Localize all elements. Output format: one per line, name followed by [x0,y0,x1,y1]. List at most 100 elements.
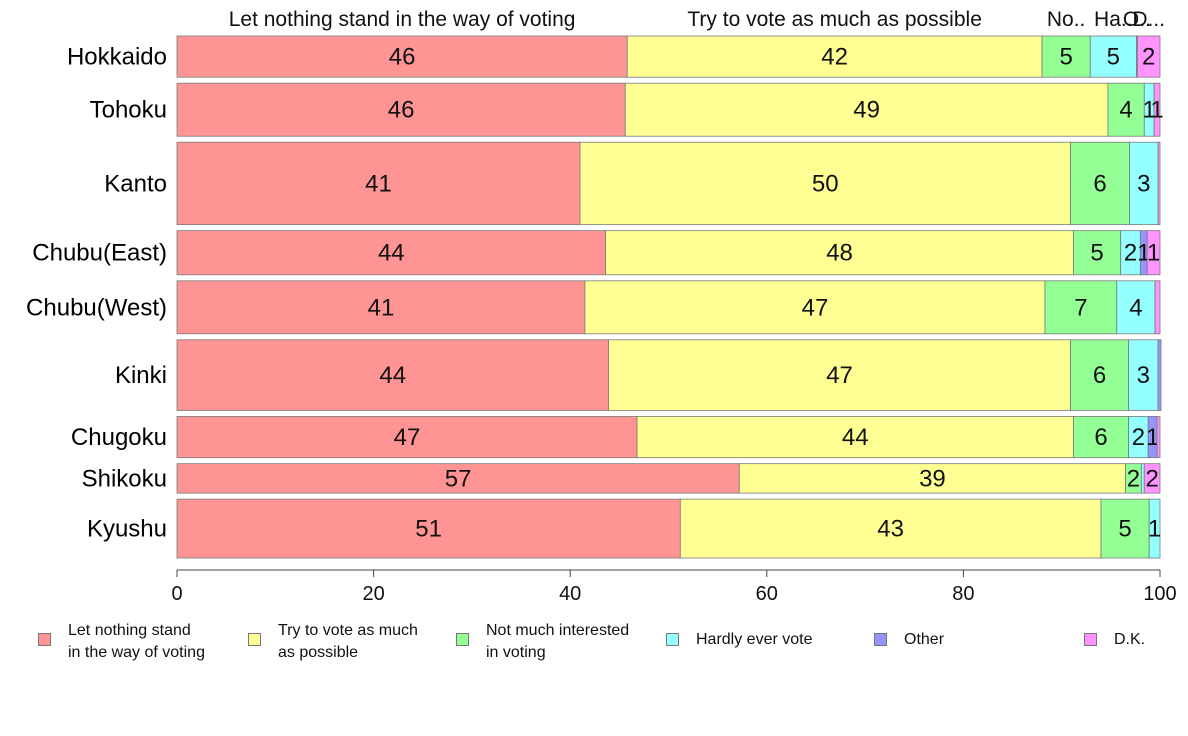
bar-segment [1116,280,1156,335]
legend-item: Not much interested in voting [456,620,629,664]
chart-row: Kyushu 51 43 5 1 [87,498,1161,559]
data-label: 2 [1132,424,1145,451]
chart-row: Tohoku 46 49 4 11 [90,82,1164,137]
column-header: Try to vote as much as possible [687,8,982,31]
data-label: 57 [445,465,472,492]
legend-label: Other [904,631,945,648]
bar-segment [176,463,740,494]
bar-segment [1070,339,1129,411]
column-header: O.. [1123,8,1151,31]
bar-segment [679,498,1102,559]
legend-swatch [666,633,679,646]
bar-segment [176,230,606,276]
bar-segment [1073,416,1129,459]
category-label: Chubu(West) [26,294,167,321]
bar-segment [176,416,638,459]
bar-segment [1143,463,1161,494]
data-label: 3 [1137,170,1150,197]
category-label: Hokkaido [67,44,167,71]
data-label: 5 [1107,44,1120,71]
legend-label: Try to vote as much as possible [278,622,418,661]
bar-segment [1129,141,1159,226]
data-label: 5 [1059,44,1072,71]
data-label: 4 [1119,97,1132,124]
data-label: 1 [1143,97,1156,124]
data-label: 5 [1118,516,1131,543]
data-label: 6 [1093,170,1106,197]
data-label: 3 [1137,362,1150,389]
bar-segment [1044,280,1118,335]
data-label: 6 [1094,424,1107,451]
x-tick-label: 60 [756,583,778,605]
x-tick-label: 0 [171,583,182,605]
chart-row: Chugoku 47 44 6 2 1 [71,416,1161,459]
bar-segment [176,35,628,78]
data-label: 1 [1150,97,1163,124]
bar-segment [1146,230,1161,276]
data-label: 2 [1142,44,1155,71]
data-label: 49 [853,97,880,124]
data-label: 2 [1145,465,1158,492]
category-label: Tohoku [90,97,167,124]
data-label: 50 [812,170,839,197]
legend: Let nothing stand in the way of voting Tr… [38,620,1178,670]
bar-segment [1089,35,1137,78]
legend-label: Let nothing stand in the way of voting [68,622,205,661]
chart-row: Chubu(West) 41 47 7 4 [26,280,1161,335]
data-label: 46 [389,44,416,71]
bar-segment [1107,82,1145,137]
column-header: D... [1132,8,1165,31]
bar-segment [1154,280,1161,335]
category-label: Chubu(East) [32,240,167,267]
data-label: 2 [1124,240,1137,267]
bar-segment [1073,230,1122,276]
legend-item: Try to vote as much as possible [248,620,418,664]
category-label: Chugoku [71,424,167,451]
data-label: 7 [1074,294,1087,321]
chart-row: Shikoku 57 39 2 2 [82,463,1161,494]
stacked-bar-chart: Let nothing stand in the way of voting Tr… [26,8,1177,605]
data-label: 41 [368,294,395,321]
bar-segment [605,230,1074,276]
bar-segment [176,498,681,559]
bar-segment [176,339,609,411]
legend-swatch [38,633,51,646]
data-label: 1 [1147,240,1160,267]
chart-row: Kanto 41 50 6 3 [104,141,1161,226]
x-tick-label: 100 [1143,583,1176,605]
legend-label: Not much interested in voting [486,622,630,661]
data-label: 43 [877,516,904,543]
category-label: Kanto [104,170,167,197]
column-headers: Let nothing stand in the way of voting Tr… [229,8,1165,31]
category-label: Shikoku [82,465,167,492]
column-header: No.. [1047,8,1086,31]
data-label: 1 [1146,424,1159,451]
bar-segment [579,141,1071,226]
bar-segment [608,339,1071,411]
legend-swatch [248,633,261,646]
column-header: Ha.. [1094,8,1133,31]
category-label: Kyushu [87,516,167,543]
chart-row: Hokkaido 46 42 5 5 2 [67,35,1161,78]
bar-segment [1148,498,1161,559]
bar-segment [738,463,1126,494]
bar-segment [636,416,1074,459]
data-label: 51 [415,516,442,543]
bar-segment [1156,416,1161,459]
data-label: 44 [842,424,869,451]
data-label: 39 [919,465,946,492]
data-label: 44 [379,362,406,389]
data-label: 48 [826,240,853,267]
legend-item: Hardly ever vote [666,620,813,651]
data-label: 6 [1093,362,1106,389]
bar-segment [1041,35,1091,78]
x-tick-label: 80 [952,583,974,605]
data-label: 4 [1129,294,1142,321]
data-label: 41 [365,170,392,197]
data-label: 47 [826,362,853,389]
legend-swatch [874,633,887,646]
legend-label: Hardly ever vote [696,631,813,648]
legend-item: D.K. [1084,620,1145,651]
bar-segment [1136,35,1161,78]
bar-segment [1100,498,1150,559]
